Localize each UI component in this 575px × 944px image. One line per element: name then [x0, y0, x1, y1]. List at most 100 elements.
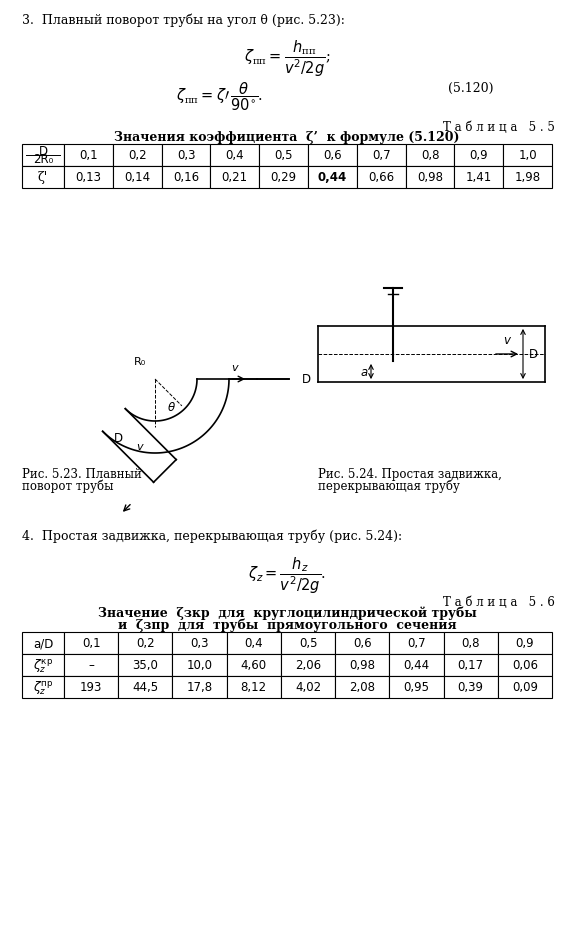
Bar — [443, 632, 498, 654]
Text: 0,13: 0,13 — [75, 171, 101, 184]
Text: 0,44: 0,44 — [318, 171, 347, 184]
Bar — [118, 632, 172, 654]
Text: 0,5: 0,5 — [299, 637, 317, 649]
Bar — [357, 167, 405, 189]
Bar — [389, 654, 443, 676]
Bar — [281, 676, 335, 699]
Text: поворот трубы: поворот трубы — [22, 480, 113, 493]
Text: D: D — [302, 373, 311, 386]
Bar — [22, 167, 64, 189]
Text: 0,4: 0,4 — [225, 149, 244, 162]
Text: R₀: R₀ — [134, 357, 146, 366]
Text: 17,8: 17,8 — [186, 681, 213, 694]
Bar — [64, 632, 118, 654]
Bar — [335, 632, 389, 654]
Bar — [503, 144, 552, 167]
Text: 0,1: 0,1 — [82, 637, 101, 649]
Bar — [64, 167, 113, 189]
Text: 0,4: 0,4 — [244, 637, 263, 649]
Text: 0,6: 0,6 — [323, 149, 342, 162]
Text: 0,39: 0,39 — [458, 681, 484, 694]
Text: v: v — [136, 442, 143, 451]
Bar — [259, 167, 308, 189]
Text: 0,95: 0,95 — [404, 681, 430, 694]
Text: 0,9: 0,9 — [469, 149, 488, 162]
Bar — [454, 144, 503, 167]
Text: (5.120): (5.120) — [448, 82, 493, 95]
Bar — [162, 167, 210, 189]
Text: 4.  Простая задвижка, перекрывающая трубу (рис. 5.24):: 4. Простая задвижка, перекрывающая трубу… — [22, 530, 402, 543]
Text: Значения коэффициента  ζ’  к формуле (5.120): Значения коэффициента ζ’ к формуле (5.12… — [114, 131, 460, 143]
Text: и  ζзпр  для  трубы  прямоугольного  сечения: и ζзпр для трубы прямоугольного сечения — [118, 618, 457, 632]
Bar — [405, 144, 454, 167]
Text: 0,2: 0,2 — [128, 149, 147, 162]
Bar — [22, 676, 64, 699]
Text: Рис. 5.23. Плавный: Рис. 5.23. Плавный — [22, 467, 142, 480]
Text: D: D — [114, 432, 124, 445]
Text: 0,1: 0,1 — [79, 149, 98, 162]
Text: θ: θ — [167, 401, 175, 414]
Bar — [443, 654, 498, 676]
Bar — [498, 632, 552, 654]
Text: 4,02: 4,02 — [295, 681, 321, 694]
Text: 0,16: 0,16 — [173, 171, 199, 184]
Text: $\zeta_{\mathit{z}}^{\mathregular{кр}}$: $\zeta_{\mathit{z}}^{\mathregular{кр}}$ — [33, 656, 53, 674]
Text: Т а б л и ц а   5 . 6: Т а б л и ц а 5 . 6 — [443, 596, 555, 608]
Text: 0,8: 0,8 — [421, 149, 439, 162]
Bar — [172, 676, 227, 699]
Text: a: a — [361, 365, 367, 379]
Bar — [454, 167, 503, 189]
Text: 0,29: 0,29 — [270, 171, 297, 184]
Bar — [118, 654, 172, 676]
Text: 10,0: 10,0 — [186, 659, 213, 672]
Text: 1,98: 1,98 — [515, 171, 540, 184]
Text: 4,60: 4,60 — [241, 659, 267, 672]
Text: 0,98: 0,98 — [417, 171, 443, 184]
Bar — [22, 144, 64, 167]
Text: 8,12: 8,12 — [241, 681, 267, 694]
Text: 2,08: 2,08 — [349, 681, 375, 694]
Bar — [118, 676, 172, 699]
Text: 0,09: 0,09 — [512, 681, 538, 694]
Bar — [64, 676, 118, 699]
Text: 0,6: 0,6 — [353, 637, 371, 649]
Bar — [227, 654, 281, 676]
Bar — [259, 144, 308, 167]
Text: Значение  ζзкр  для  круглоцилиндрической трубы: Значение ζзкр для круглоцилиндрической т… — [98, 606, 476, 620]
Bar — [22, 632, 64, 654]
Text: 44,5: 44,5 — [132, 681, 158, 694]
Text: 2,06: 2,06 — [295, 659, 321, 672]
Bar — [172, 654, 227, 676]
Text: 1,41: 1,41 — [466, 171, 492, 184]
Text: 0,5: 0,5 — [274, 149, 293, 162]
Text: $\zeta_z = \dfrac{h_z}{v^2/2g}$.: $\zeta_z = \dfrac{h_z}{v^2/2g}$. — [248, 554, 326, 596]
Bar — [389, 632, 443, 654]
Text: $\zeta_{\mathregular{пп}} = \zeta\prime\,\dfrac{\theta}{90^{\circ}}$.: $\zeta_{\mathregular{пп}} = \zeta\prime\… — [177, 80, 263, 112]
Text: a/D: a/D — [33, 637, 53, 649]
Text: ζ': ζ' — [38, 171, 48, 184]
Text: 0,3: 0,3 — [190, 637, 209, 649]
Text: 35,0: 35,0 — [132, 659, 158, 672]
Text: 0,14: 0,14 — [124, 171, 150, 184]
Bar — [498, 676, 552, 699]
Bar — [227, 676, 281, 699]
Text: 1,0: 1,0 — [518, 149, 537, 162]
Text: v: v — [504, 334, 511, 347]
Bar — [210, 144, 259, 167]
Bar — [308, 167, 357, 189]
Text: $\zeta_{\mathregular{пп}} = \dfrac{h_{\mathregular{пп}}}{v^2/2g}$;: $\zeta_{\mathregular{пп}} = \dfrac{h_{\m… — [244, 38, 330, 79]
Text: 193: 193 — [80, 681, 102, 694]
Bar — [357, 144, 405, 167]
Text: 0,98: 0,98 — [349, 659, 375, 672]
Text: 3.  Плавный поворот трубы на угол θ (рис. 5.23):: 3. Плавный поворот трубы на угол θ (рис.… — [22, 14, 345, 27]
Bar — [389, 676, 443, 699]
Bar — [64, 144, 113, 167]
Text: $\zeta_{\mathit{z}}^{\mathregular{пр}}$: $\zeta_{\mathit{z}}^{\mathregular{пр}}$ — [33, 679, 53, 696]
Bar — [503, 167, 552, 189]
Bar — [113, 167, 162, 189]
Bar — [281, 654, 335, 676]
Text: –: – — [88, 659, 94, 672]
Text: 0,2: 0,2 — [136, 637, 155, 649]
Text: 0,06: 0,06 — [512, 659, 538, 672]
Bar — [443, 676, 498, 699]
